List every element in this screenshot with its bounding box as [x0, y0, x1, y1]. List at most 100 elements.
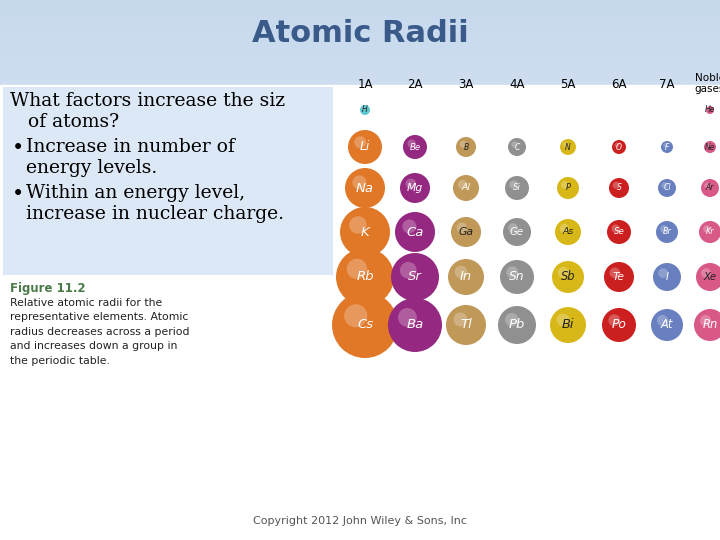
- Bar: [0, 519, 720, 526]
- Text: Atomic Radii: Atomic Radii: [251, 18, 469, 48]
- Bar: [0, 336, 720, 345]
- Bar: [0, 46, 720, 54]
- Text: Pb: Pb: [509, 319, 525, 332]
- Text: Se: Se: [613, 227, 624, 237]
- Text: energy levels.: energy levels.: [26, 159, 157, 177]
- Circle shape: [706, 143, 711, 147]
- Text: gases: gases: [695, 84, 720, 94]
- Bar: [0, 417, 720, 426]
- Bar: [0, 6, 720, 14]
- Bar: [0, 87, 720, 94]
- Bar: [0, 60, 720, 68]
- Text: Ge: Ge: [510, 227, 524, 237]
- Circle shape: [552, 261, 584, 293]
- Text: Bi: Bi: [562, 319, 575, 332]
- Text: O: O: [616, 143, 622, 152]
- Bar: [0, 100, 720, 108]
- Circle shape: [704, 183, 711, 188]
- Circle shape: [354, 136, 366, 148]
- Circle shape: [561, 181, 569, 189]
- Text: 2A: 2A: [408, 78, 423, 91]
- Circle shape: [558, 267, 569, 278]
- Circle shape: [349, 216, 366, 234]
- Circle shape: [658, 179, 676, 197]
- Text: 7A: 7A: [660, 78, 675, 91]
- Circle shape: [362, 107, 365, 110]
- Circle shape: [701, 179, 719, 197]
- Bar: [0, 242, 720, 249]
- Bar: [0, 363, 720, 372]
- Text: 3A: 3A: [459, 78, 474, 91]
- Text: Al: Al: [462, 184, 470, 192]
- Bar: [0, 390, 720, 399]
- Bar: [3, 87, 333, 275]
- Text: Ba: Ba: [406, 319, 423, 332]
- Text: Be: Be: [410, 143, 420, 152]
- Text: Tl: Tl: [460, 319, 472, 332]
- Bar: [0, 195, 720, 202]
- Circle shape: [340, 207, 390, 257]
- Bar: [0, 12, 720, 20]
- Bar: [0, 235, 720, 243]
- Circle shape: [405, 179, 416, 189]
- Bar: [0, 120, 720, 128]
- Circle shape: [555, 219, 581, 245]
- Circle shape: [557, 314, 570, 326]
- Bar: [0, 80, 720, 87]
- Circle shape: [703, 225, 711, 233]
- Bar: [0, 404, 720, 411]
- Circle shape: [656, 221, 678, 243]
- Circle shape: [511, 141, 518, 147]
- Circle shape: [609, 178, 629, 198]
- Circle shape: [660, 225, 667, 233]
- Circle shape: [505, 176, 529, 200]
- Circle shape: [391, 253, 439, 301]
- Bar: [0, 201, 720, 209]
- Bar: [0, 397, 720, 405]
- Bar: [0, 424, 720, 432]
- Bar: [0, 276, 720, 284]
- Text: Ne: Ne: [705, 143, 715, 152]
- Text: Br: Br: [662, 227, 671, 237]
- Bar: [0, 323, 720, 330]
- Bar: [0, 512, 720, 519]
- Circle shape: [557, 177, 579, 199]
- Text: H: H: [362, 105, 368, 114]
- Circle shape: [604, 262, 634, 292]
- Circle shape: [388, 298, 442, 352]
- Bar: [0, 289, 720, 297]
- Circle shape: [608, 314, 620, 326]
- Circle shape: [398, 308, 417, 327]
- Text: P: P: [566, 184, 570, 192]
- Bar: [0, 411, 720, 418]
- Circle shape: [508, 223, 518, 233]
- Circle shape: [550, 307, 586, 343]
- Bar: [0, 255, 720, 263]
- Circle shape: [403, 135, 427, 159]
- Text: Noble: Noble: [695, 73, 720, 83]
- Circle shape: [612, 140, 626, 154]
- Text: Increase in number of: Increase in number of: [26, 138, 235, 156]
- Bar: [0, 357, 720, 364]
- Bar: [0, 296, 720, 303]
- Bar: [0, 377, 720, 384]
- Circle shape: [446, 305, 486, 345]
- Bar: [0, 350, 720, 357]
- Text: Ar: Ar: [706, 184, 714, 192]
- Text: Te: Te: [613, 272, 625, 282]
- Text: N: N: [565, 143, 571, 152]
- Text: C: C: [514, 143, 520, 152]
- Circle shape: [657, 315, 668, 326]
- Circle shape: [459, 141, 467, 148]
- Circle shape: [505, 313, 518, 326]
- Bar: [0, 26, 720, 33]
- Bar: [0, 471, 720, 480]
- Text: B: B: [464, 143, 469, 152]
- Bar: [0, 93, 720, 102]
- Circle shape: [348, 130, 382, 164]
- Bar: [0, 316, 720, 324]
- Circle shape: [456, 222, 467, 233]
- Circle shape: [454, 266, 467, 278]
- Text: Li: Li: [360, 140, 370, 153]
- Circle shape: [395, 212, 435, 252]
